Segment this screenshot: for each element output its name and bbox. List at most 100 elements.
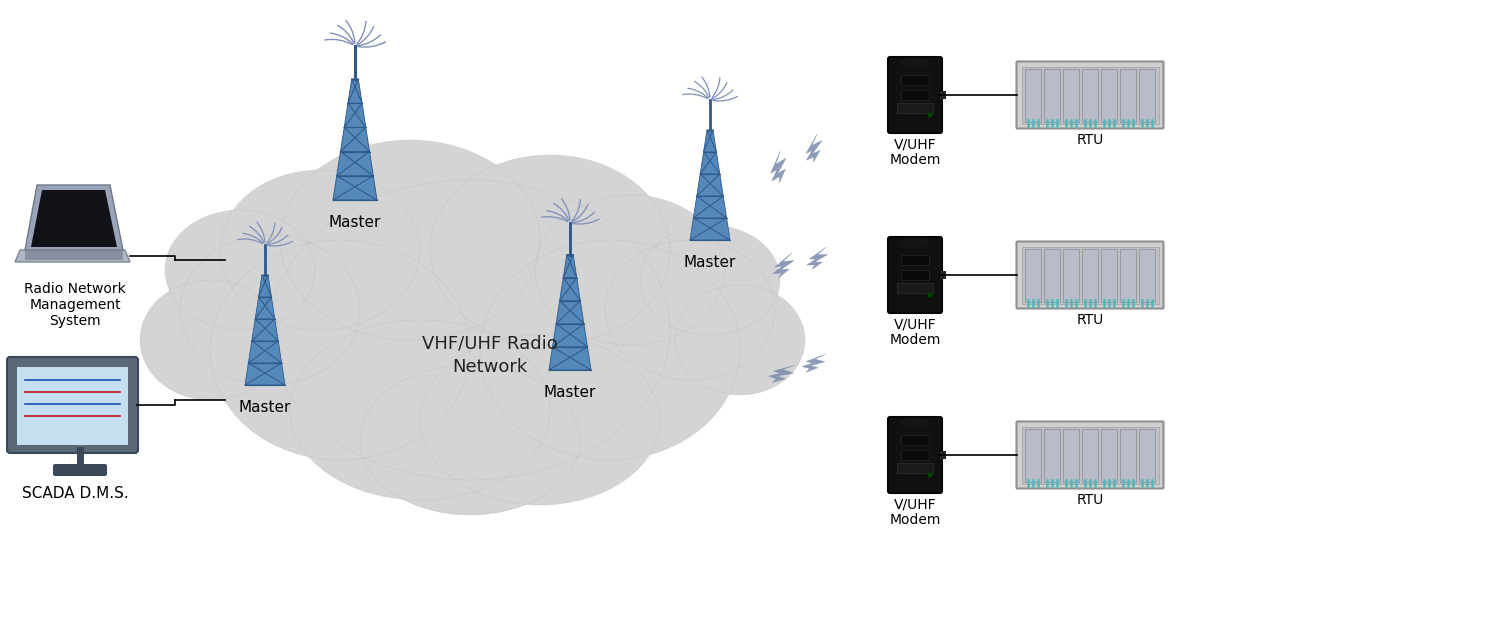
Polygon shape: [245, 363, 286, 385]
Ellipse shape: [220, 170, 419, 330]
Ellipse shape: [605, 240, 775, 380]
Bar: [897, 463, 932, 473]
Bar: [1063, 69, 1080, 122]
Bar: [1120, 69, 1136, 122]
Polygon shape: [690, 218, 730, 240]
Text: RTU: RTU: [1077, 313, 1103, 327]
FancyBboxPatch shape: [888, 237, 941, 313]
Ellipse shape: [900, 238, 929, 248]
Polygon shape: [15, 250, 129, 262]
Bar: [940, 451, 946, 459]
Bar: [25, 251, 123, 260]
Bar: [1083, 428, 1097, 481]
Text: RTU: RTU: [1077, 493, 1103, 507]
Polygon shape: [693, 196, 727, 218]
Polygon shape: [348, 79, 361, 103]
FancyBboxPatch shape: [1017, 422, 1163, 488]
Text: Master: Master: [239, 400, 291, 415]
Polygon shape: [251, 319, 278, 341]
Bar: [1120, 249, 1136, 301]
Ellipse shape: [165, 210, 315, 330]
Text: VHF/UHF Radio
Network: VHF/UHF Radio Network: [422, 334, 558, 376]
Polygon shape: [807, 247, 828, 269]
Text: SCADA D.M.S.: SCADA D.M.S.: [22, 486, 128, 501]
Ellipse shape: [928, 113, 932, 117]
Polygon shape: [256, 297, 275, 319]
Ellipse shape: [900, 58, 929, 68]
Text: V/UHF
Modem: V/UHF Modem: [889, 137, 941, 167]
Bar: [901, 255, 929, 265]
Polygon shape: [697, 174, 723, 196]
Bar: [1100, 69, 1117, 122]
FancyBboxPatch shape: [888, 417, 941, 493]
Polygon shape: [559, 278, 580, 301]
Polygon shape: [770, 151, 787, 183]
Text: Master: Master: [684, 255, 736, 270]
Ellipse shape: [928, 472, 932, 478]
Polygon shape: [806, 134, 822, 162]
Bar: [1100, 428, 1117, 481]
Ellipse shape: [430, 155, 671, 345]
Bar: [1139, 69, 1155, 122]
Ellipse shape: [419, 335, 660, 505]
Polygon shape: [259, 275, 272, 297]
Polygon shape: [553, 324, 587, 347]
Bar: [1139, 428, 1155, 481]
Bar: [1025, 249, 1041, 301]
Polygon shape: [773, 253, 794, 278]
Bar: [1139, 249, 1155, 301]
Polygon shape: [549, 347, 590, 370]
Text: V/UHF
Modem: V/UHF Modem: [889, 497, 941, 527]
Bar: [16, 367, 128, 445]
Polygon shape: [341, 128, 370, 152]
Ellipse shape: [180, 235, 360, 385]
Bar: [1120, 428, 1136, 481]
Bar: [901, 435, 929, 445]
Polygon shape: [703, 130, 717, 152]
Bar: [897, 103, 932, 113]
Ellipse shape: [271, 180, 671, 480]
Ellipse shape: [639, 225, 781, 335]
Bar: [1025, 428, 1041, 481]
Bar: [1044, 69, 1060, 122]
Bar: [1083, 69, 1097, 122]
Bar: [1022, 247, 1158, 303]
Ellipse shape: [280, 140, 540, 340]
Bar: [940, 271, 946, 279]
Polygon shape: [333, 176, 378, 200]
FancyBboxPatch shape: [888, 57, 941, 133]
Bar: [1063, 428, 1080, 481]
Polygon shape: [248, 341, 281, 363]
Bar: [901, 450, 929, 460]
Ellipse shape: [928, 292, 932, 297]
Polygon shape: [31, 190, 117, 247]
Bar: [901, 270, 929, 280]
Text: Master: Master: [329, 215, 381, 230]
Bar: [1083, 249, 1097, 301]
Text: RTU: RTU: [1077, 133, 1103, 147]
Ellipse shape: [535, 195, 726, 345]
Text: Radio Network
Management
System: Radio Network Management System: [24, 282, 126, 328]
Bar: [1100, 249, 1117, 301]
Polygon shape: [801, 354, 825, 372]
Polygon shape: [769, 365, 796, 383]
Ellipse shape: [675, 285, 804, 395]
Polygon shape: [343, 103, 366, 128]
Polygon shape: [336, 152, 373, 176]
Ellipse shape: [900, 418, 929, 428]
Ellipse shape: [480, 240, 741, 460]
FancyBboxPatch shape: [1017, 62, 1163, 128]
Bar: [1025, 69, 1041, 122]
Polygon shape: [564, 254, 577, 278]
Ellipse shape: [290, 320, 550, 500]
Bar: [1022, 426, 1158, 483]
Ellipse shape: [140, 280, 280, 400]
Polygon shape: [700, 152, 720, 174]
Bar: [1044, 249, 1060, 301]
Bar: [940, 91, 946, 99]
Ellipse shape: [360, 365, 580, 515]
Bar: [1063, 249, 1080, 301]
Text: Master: Master: [544, 385, 596, 400]
Bar: [897, 283, 932, 293]
FancyBboxPatch shape: [54, 464, 107, 476]
